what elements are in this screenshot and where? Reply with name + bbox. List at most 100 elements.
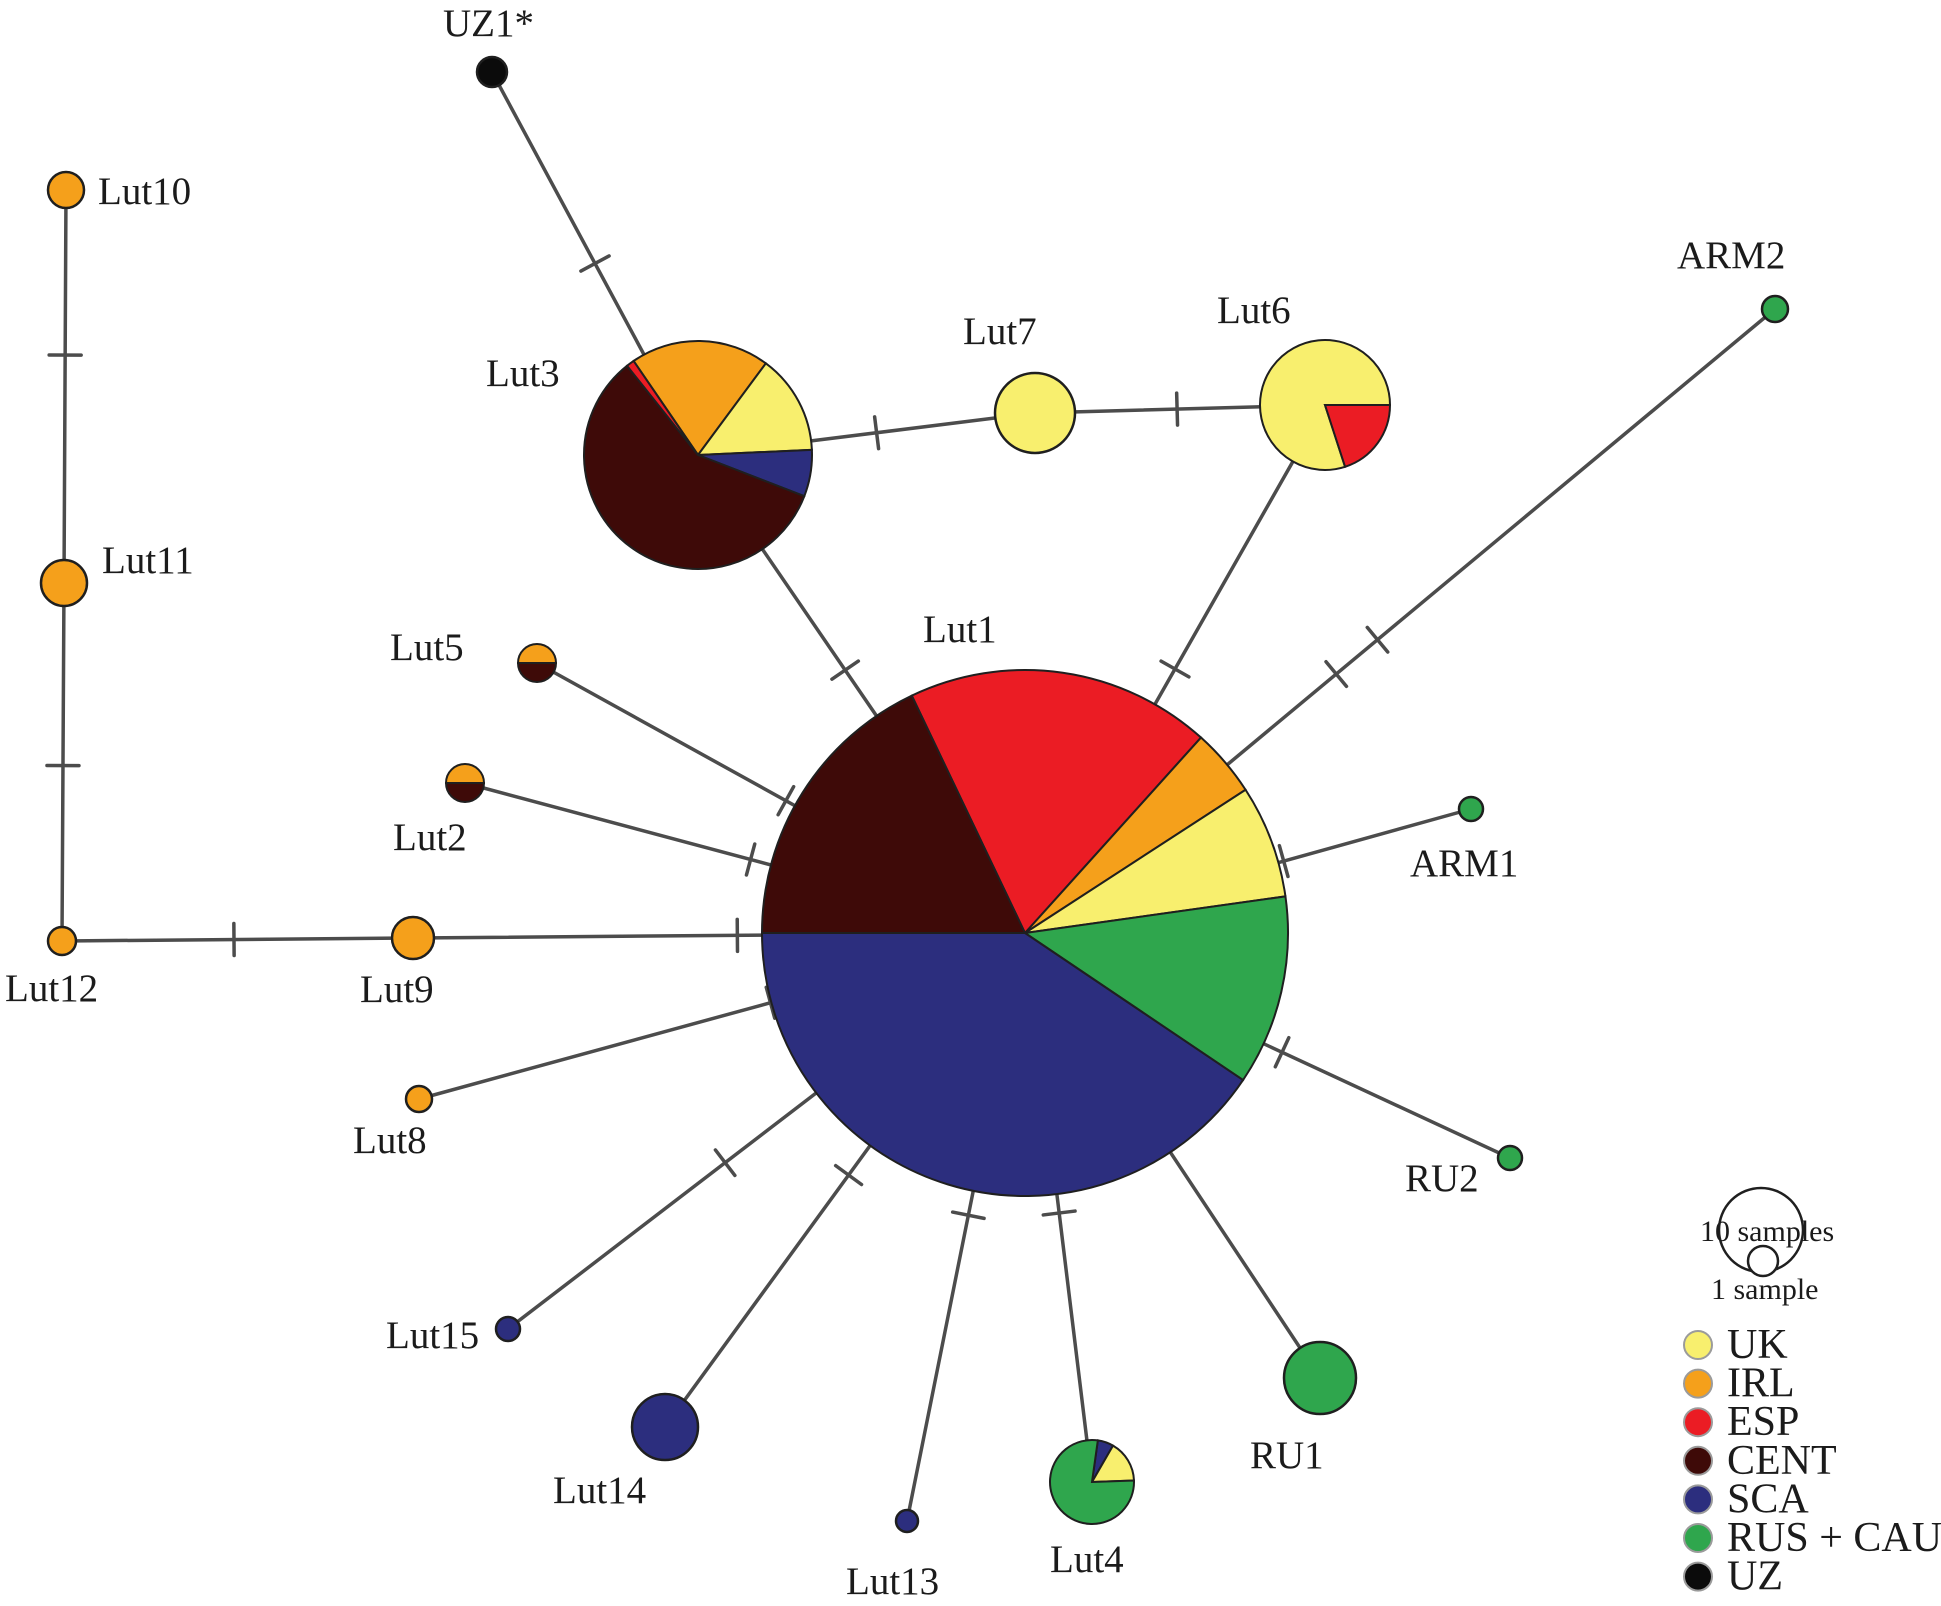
- node-lut4: [1049, 1439, 1136, 1525]
- node-wedge-CENT: [583, 364, 806, 570]
- node-circle-RUS: [1457, 795, 1485, 823]
- node-wedge-IRL: [444, 763, 486, 784]
- node-wedge-UK: [695, 361, 813, 457]
- legend-swatch-uk: [1683, 1330, 1713, 1360]
- node-label-ru1: RU1: [1250, 1434, 1324, 1477]
- mutation-tick: [1324, 659, 1349, 689]
- node-lut15: [494, 1315, 522, 1343]
- node-circle-RUS: [1282, 1340, 1358, 1416]
- size-legend-1-sample-circle: [1746, 1244, 1780, 1278]
- mutation-tick: [1159, 659, 1191, 679]
- node-label-lut11: Lut11: [102, 539, 194, 582]
- mutation-tick: [1041, 1209, 1077, 1217]
- legend-swatch-uz: [1683, 1561, 1713, 1592]
- node-circle-IRL: [46, 170, 86, 210]
- mutation-tick: [1277, 843, 1290, 879]
- node-label-lut3: Lut3: [486, 352, 560, 395]
- node-wedge-CENT: [516, 662, 558, 683]
- node-label-lut5: Lut5: [390, 626, 464, 669]
- mutation-tick: [872, 415, 881, 451]
- node-lut5: [516, 643, 558, 683]
- mutation-tick: [1174, 391, 1180, 427]
- node-label-lut6: Lut6: [1217, 289, 1291, 332]
- node-wedge-UK: [1024, 788, 1287, 934]
- size-legend-10-samples-label: 10 samples: [1700, 1215, 1834, 1248]
- node-lut7: [993, 371, 1077, 455]
- mutation-tick: [713, 1148, 737, 1178]
- node-circle-IRL: [390, 915, 436, 961]
- legend-swatch-cent: [1683, 1445, 1713, 1476]
- node-wedge-IRL: [516, 643, 558, 664]
- node-label-lut9: Lut9: [360, 968, 434, 1011]
- node-arm1: [1457, 795, 1485, 823]
- node-circle-SCA: [494, 1315, 522, 1343]
- mutation-tick: [1273, 1035, 1291, 1069]
- mutation-tick: [830, 659, 861, 681]
- node-circle-RUS: [1760, 294, 1790, 324]
- mutation-tick: [579, 254, 611, 273]
- node-lut6: [1259, 339, 1392, 471]
- legend-swatch-sca: [1683, 1484, 1713, 1515]
- node-label-lut1: Lut1: [923, 608, 997, 651]
- legend-label-rus: RUS + CAU: [1727, 1515, 1941, 1561]
- legend-label-irl: IRL: [1727, 1361, 1795, 1407]
- node-label-uz1: UZ1*: [443, 2, 534, 45]
- node-circle-SCA: [630, 1392, 700, 1462]
- node-wedge-CENT: [760, 694, 1027, 934]
- node-wedge-RUS: [1022, 895, 1289, 1082]
- mutation-tick: [744, 842, 757, 877]
- node-label-lut4: Lut4: [1050, 1538, 1124, 1581]
- edge-line: [60, 936, 415, 943]
- node-circle-IRL: [404, 1084, 434, 1114]
- node-circle-UZ: [475, 55, 509, 89]
- node-label-lut13: Lut13: [846, 1560, 939, 1603]
- node-circle-IRL: [46, 925, 78, 957]
- node-label-lut7: Lut7: [963, 310, 1037, 353]
- node-circle-IRL: [39, 558, 89, 608]
- mutation-tick: [950, 1210, 986, 1221]
- nodes-layer: [39, 55, 1790, 1534]
- node-circle-UK: [993, 371, 1077, 455]
- node-lut14: [630, 1392, 700, 1462]
- legend-swatch-esp: [1683, 1407, 1713, 1438]
- legend-swatch-rus: [1683, 1523, 1713, 1553]
- node-wedge-RUS: [1049, 1439, 1135, 1525]
- mutation-tick: [833, 1163, 864, 1187]
- node-arm2: [1760, 294, 1790, 324]
- node-wedge-ESP: [1323, 404, 1392, 469]
- legend-label-esp: ESP: [1727, 1399, 1799, 1445]
- node-ru1: [1282, 1340, 1358, 1416]
- node-wedge-UK: [1259, 339, 1392, 471]
- node-label-ru2: RU2: [1405, 1157, 1479, 1200]
- legend-label-sca: SCA: [1727, 1476, 1809, 1522]
- node-lut11: [39, 558, 89, 608]
- legend-label-cent: CENT: [1727, 1438, 1837, 1484]
- node-label-arm1: ARM1: [1410, 842, 1518, 885]
- node-lut1: [760, 669, 1289, 1197]
- mutation-tick: [1365, 625, 1390, 654]
- node-lut9: [390, 915, 436, 961]
- node-label-arm2: ARM2: [1677, 234, 1785, 277]
- edge-line: [60, 581, 66, 943]
- edge-lut12-lut9: [60, 921, 415, 958]
- edge-lut10-lut11: [47, 188, 83, 585]
- legend-label-uz: UZ: [1727, 1554, 1783, 1600]
- node-wedge-ESP: [625, 359, 699, 456]
- node-lut3: [583, 340, 813, 570]
- node-lut13: [894, 1508, 920, 1534]
- node-label-lut14: Lut14: [553, 1469, 646, 1512]
- node-wedge-IRL: [632, 340, 768, 457]
- node-wedge-SCA: [760, 932, 1245, 1197]
- node-uz1: [475, 55, 509, 89]
- legend-label-uk: UK: [1727, 1322, 1788, 1368]
- node-label-lut8: Lut8: [353, 1119, 427, 1162]
- mutation-tick: [776, 784, 796, 817]
- size-legend-1-sample-label: 1 sample: [1711, 1273, 1818, 1306]
- node-label-lut12: Lut12: [5, 967, 98, 1010]
- node-lut12: [46, 925, 78, 957]
- labels-layer: UZ1* Lut10 Lut11 Lut12 Lut9 Lut5 Lut2 Lut3 Lut7 L…: [5, 2, 1785, 1603]
- node-lut8: [404, 1084, 434, 1114]
